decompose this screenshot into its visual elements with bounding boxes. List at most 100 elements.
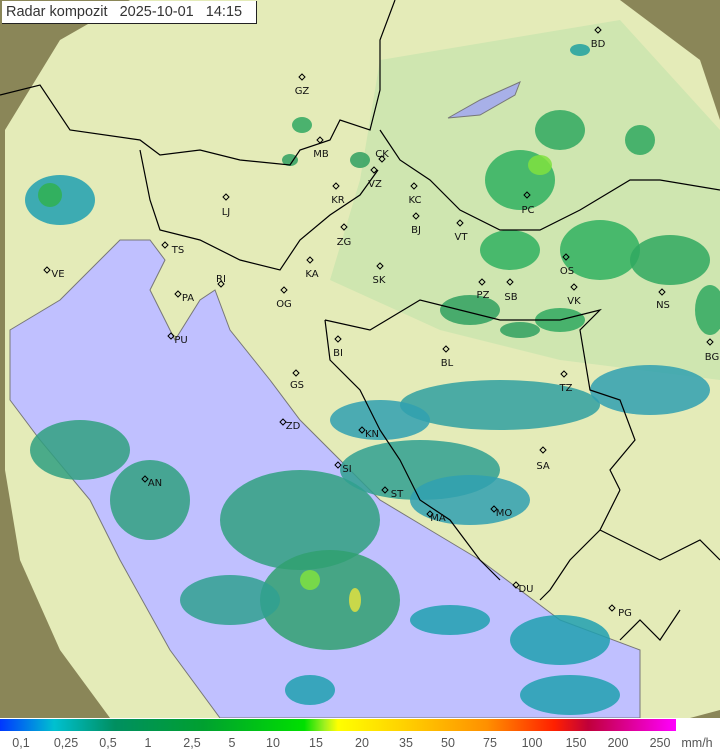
city-marker-icon xyxy=(560,370,568,378)
city-marker-icon xyxy=(167,332,175,340)
city-marker-icon xyxy=(279,418,287,426)
city-ri: RI xyxy=(216,274,226,288)
city-kn: KN xyxy=(358,426,379,440)
city-label: BD xyxy=(591,39,606,50)
legend-label: 20 xyxy=(355,736,369,750)
city-marker-icon xyxy=(490,505,498,513)
city-label: SB xyxy=(504,292,517,303)
radar-echo xyxy=(590,365,710,415)
city-marker-icon xyxy=(280,286,288,294)
city-mo: MO xyxy=(490,505,512,519)
city-label: VZ xyxy=(368,179,382,190)
legend-label: 150 xyxy=(565,736,587,750)
city-pz: PZ xyxy=(477,278,490,301)
city-marker-icon xyxy=(332,182,340,190)
legend-label: 0,5 xyxy=(99,736,117,750)
city-label: KN xyxy=(365,429,379,440)
city-gz: GZ xyxy=(295,73,309,97)
legend-label: 10 xyxy=(266,736,280,750)
legend-label: 50 xyxy=(441,736,455,750)
city-marker-icon xyxy=(506,278,514,286)
city-marker-icon xyxy=(298,73,306,81)
radar-echo xyxy=(410,605,490,635)
city-marker-icon xyxy=(570,283,578,291)
city-zg: ZG xyxy=(337,223,351,248)
city-pc: PC xyxy=(521,191,535,216)
radar-echo xyxy=(292,117,312,133)
city-si: SI xyxy=(334,461,352,475)
legend-label: 0,25 xyxy=(53,736,79,750)
city-label: AN xyxy=(148,478,162,489)
city-marker-icon xyxy=(376,262,384,270)
city-mb: MB xyxy=(313,136,329,160)
city-og: OG xyxy=(276,286,292,310)
city-marker-icon xyxy=(608,604,616,612)
city-label: BI xyxy=(333,348,343,359)
city-label: NS xyxy=(656,300,670,311)
city-vz: VZ xyxy=(368,166,382,190)
city-marker-icon xyxy=(370,166,378,174)
city-label: KR xyxy=(331,195,345,206)
city-st: ST xyxy=(381,486,404,500)
city-label: PG xyxy=(618,608,632,619)
city-marker-icon xyxy=(141,475,149,483)
city-tz: TZ xyxy=(559,370,573,394)
radar-echo xyxy=(282,154,298,166)
city-label: LJ xyxy=(222,207,231,218)
city-pg: PG xyxy=(608,604,632,619)
legend-label: 1 xyxy=(144,736,152,750)
city-label: KA xyxy=(305,269,318,280)
legend-label: 15 xyxy=(309,736,323,750)
city-marker-icon xyxy=(358,426,366,434)
city-bi: BI xyxy=(333,335,343,359)
radar-echo xyxy=(220,470,380,570)
city-label: PC xyxy=(521,205,534,216)
precipitation-color-scale xyxy=(0,719,676,731)
city-marker-icon xyxy=(706,338,714,346)
city-ma: MA xyxy=(426,510,446,524)
radar-echo xyxy=(500,322,540,338)
city-vk: VK xyxy=(567,283,581,307)
radar-echo xyxy=(560,220,640,280)
radar-echo xyxy=(330,400,430,440)
city-label: TZ xyxy=(559,383,573,394)
radar-echo xyxy=(30,420,130,480)
city-label: CK xyxy=(375,149,389,160)
radar-echo xyxy=(440,295,500,325)
city-label: MB xyxy=(313,149,329,160)
map-title: Radar kompozit 2025-10-01 14:15 xyxy=(2,1,258,24)
legend-label: 100 xyxy=(521,736,543,750)
city-marker-icon xyxy=(334,335,342,343)
legend-label: 200 xyxy=(607,736,629,750)
city-marker-icon xyxy=(217,280,225,288)
city-marker-icon xyxy=(316,136,324,144)
legend-label: 250 xyxy=(649,736,671,750)
city-sb: SB xyxy=(504,278,518,303)
radar-echo xyxy=(285,675,335,705)
city-marker-icon xyxy=(161,241,169,249)
city-pa: PA xyxy=(174,290,194,304)
radar-echo xyxy=(630,235,710,285)
city-marker-icon xyxy=(43,266,51,274)
city-label: TS xyxy=(171,245,184,256)
city-ka: KA xyxy=(305,256,319,280)
radar-map[interactable]: BD GZ MB CK VZ KR KC LJ ZG BJ VT PC TS VE RI KA SK PA OG PZ… xyxy=(0,0,720,718)
city-kc: KC xyxy=(409,182,422,206)
city-marker-icon xyxy=(378,155,386,163)
lake-balaton xyxy=(447,81,521,119)
city-label: VK xyxy=(567,296,581,307)
city-label: VT xyxy=(455,232,469,243)
city-sk: SK xyxy=(373,262,386,286)
city-label: BG xyxy=(705,352,719,363)
city-bd: BD xyxy=(591,26,606,50)
city-label: SK xyxy=(373,275,386,286)
city-marker-icon xyxy=(334,461,342,469)
legend-label: 0,1 xyxy=(12,736,30,750)
radar-echo xyxy=(570,44,590,56)
city-marker-icon xyxy=(442,345,450,353)
city-bj: BJ xyxy=(411,212,421,236)
city-gs: GS xyxy=(290,369,304,391)
city-label: SA xyxy=(536,461,550,472)
city-vt: VT xyxy=(455,219,469,243)
city-label: KC xyxy=(409,195,422,206)
